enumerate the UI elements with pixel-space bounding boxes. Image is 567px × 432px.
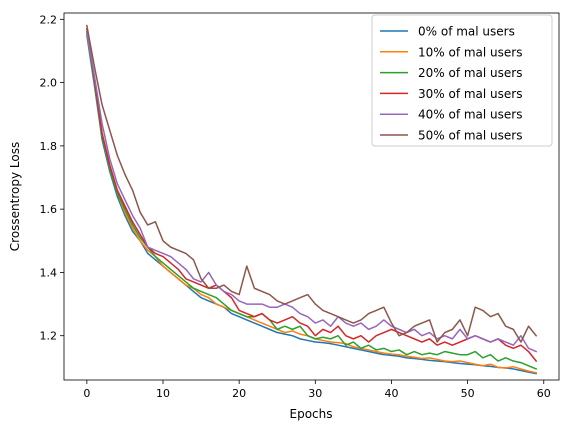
y-tick-label: 1.6 (40, 203, 58, 216)
y-tick-label: 1.2 (40, 330, 58, 343)
x-tick-label: 60 (537, 387, 551, 400)
series-line-30pct (85, 27, 538, 363)
y-axis-label: Crossentropy Loss (8, 142, 22, 251)
y-tick-label: 1.4 (40, 266, 58, 279)
legend-frame (371, 14, 553, 147)
series-layer (85, 24, 538, 375)
legend-label: 10% of mal users (418, 45, 522, 59)
x-tick-label: 30 (308, 387, 322, 400)
legend-label: 0% of mal users (418, 25, 515, 39)
y-tick-label: 2.0 (40, 77, 58, 90)
x-tick-label: 0 (83, 387, 90, 400)
series-line-50pct (85, 24, 538, 343)
series-line-20pct (85, 31, 538, 370)
series-line-40pct (85, 31, 538, 353)
y-tick-label: 2.2 (40, 13, 58, 26)
y-tick-label: 1.8 (40, 140, 58, 153)
legend-label: 20% of mal users (418, 66, 522, 80)
legend-label: 40% of mal users (418, 108, 522, 122)
x-tick-label: 20 (232, 387, 246, 400)
plot-frame (63, 12, 560, 381)
x-tick-label: 10 (156, 387, 170, 400)
legend-label: 30% of mal users (418, 87, 522, 101)
legend-label: 50% of mal users (418, 129, 522, 143)
y-axis-ticks: 1.2 1.4 1.6 1.8 2.0 2.2 (40, 13, 64, 343)
x-axis-label: Epochs (290, 407, 333, 421)
x-tick-label: 50 (461, 387, 475, 400)
x-axis-ticks: 0 10 20 30 40 50 60 (83, 380, 551, 400)
legend: 0% of mal users 10% of mal users 20% of ma… (371, 14, 553, 147)
x-tick-label: 40 (384, 387, 398, 400)
